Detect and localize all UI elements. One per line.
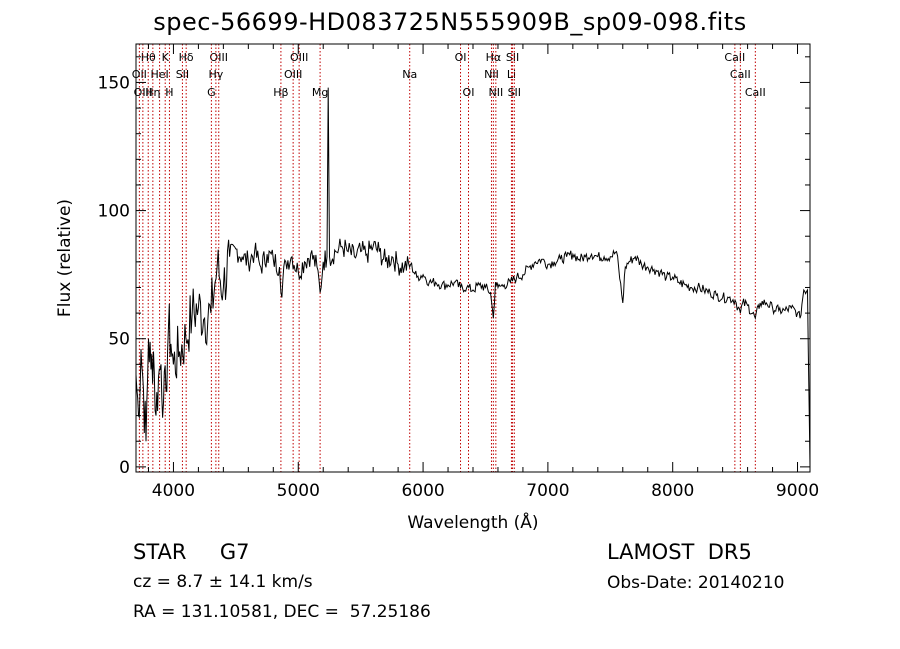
line-marker-label: CaII <box>730 68 751 81</box>
line-marker-label: SII <box>508 86 521 99</box>
x-tick-label: 9000 <box>776 481 819 501</box>
line-marker-label: CaII <box>724 51 745 64</box>
y-axis-label: Flux (relative) <box>55 199 75 317</box>
line-marker-label: HeI <box>150 68 168 81</box>
line-marker-label: SII <box>176 68 189 81</box>
line-marker-label: Li <box>507 68 516 81</box>
line-marker-label: OIII <box>210 51 228 64</box>
line-marker-label: Hγ <box>208 68 223 81</box>
line-marker-label: Hβ <box>273 86 288 99</box>
x-tick-label: 4000 <box>152 481 195 501</box>
survey-name: LAMOST DR5 <box>607 540 752 564</box>
y-tick-label: 100 <box>98 202 130 222</box>
observation-date: Obs-Date: 20140210 <box>607 573 785 593</box>
line-marker-label: OIII <box>284 68 302 81</box>
x-tick-label: 5000 <box>277 481 320 501</box>
line-marker-label: Mg <box>312 86 328 99</box>
spectrum-series <box>135 87 811 467</box>
chart-title: spec-56699-HD083725N555909B_sp09-098.fit… <box>153 8 747 36</box>
line-marker-label: OIII <box>134 86 152 99</box>
object-class: STAR G7 <box>133 540 250 564</box>
x-axis-ticks: 4000 5000 6000 7000 8000 9000 <box>147 44 819 501</box>
x-tick-label: 6000 <box>401 481 444 501</box>
x-axis-label: Wavelength (Å) <box>407 511 538 533</box>
line-marker-label: K <box>162 51 170 64</box>
line-marker-label: OI <box>463 86 475 99</box>
line-marker-label: OII <box>132 68 147 81</box>
spectral-line-markers: Hθ K Hδ OIII OIII OI Hα SII CaII OII HeI SII Hγ OIII N… <box>132 44 766 472</box>
line-marker-label: Na <box>402 68 417 81</box>
x-tick-label: 8000 <box>651 481 694 501</box>
line-marker-label: Hθ <box>141 51 156 64</box>
coordinates: RA = 131.10581, DEC = 57.25186 <box>133 602 431 622</box>
line-marker-label: Hδ <box>179 51 194 64</box>
spectrum-line <box>135 87 811 467</box>
y-tick-label: 150 <box>98 73 130 93</box>
line-marker-label: CaII <box>745 86 766 99</box>
redshift-value: cz = 8.7 ± 14.1 km/s <box>133 572 313 592</box>
line-marker-label: H <box>165 86 173 99</box>
line-marker-label: SII <box>506 51 519 64</box>
line-marker-label: G <box>207 86 216 99</box>
line-marker-label: NII <box>484 68 499 81</box>
line-marker-label: OIII <box>290 51 308 64</box>
line-marker-label: Hα <box>486 51 502 64</box>
line-marker-label: Hη <box>145 86 160 99</box>
line-marker-label: NII <box>488 86 503 99</box>
y-tick-label: 50 <box>108 330 130 350</box>
line-marker-label: OI <box>455 51 467 64</box>
y-axis-ticks: 0 50 100 150 <box>98 56 810 478</box>
y-tick-label: 0 <box>119 458 130 478</box>
x-tick-label: 7000 <box>526 481 569 501</box>
